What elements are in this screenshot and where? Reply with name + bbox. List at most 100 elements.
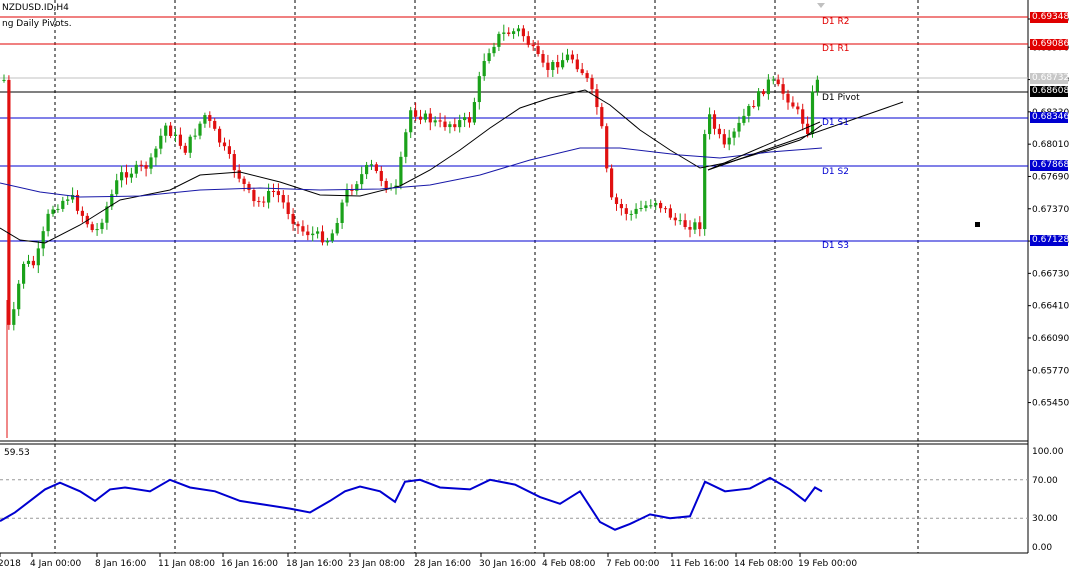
candle xyxy=(159,135,163,149)
price-tag-pivot: 0.68608 xyxy=(1030,86,1069,97)
osc-scale-label: 100.00 xyxy=(1032,447,1064,457)
time-axis-label: 30 Jan 16:00 xyxy=(479,559,536,569)
candle xyxy=(36,248,40,266)
candle xyxy=(551,61,555,70)
candle xyxy=(291,213,295,224)
candle xyxy=(747,106,751,116)
time-axis-label: 8 Jan 16:00 xyxy=(95,559,147,569)
candle xyxy=(575,59,579,70)
candle xyxy=(516,28,521,32)
candle xyxy=(61,200,65,209)
osc-scale-label: 70.00 xyxy=(1032,476,1058,486)
candle xyxy=(134,164,138,174)
candle xyxy=(801,109,805,124)
candle xyxy=(409,110,413,133)
candle xyxy=(810,91,815,135)
candle xyxy=(350,189,354,191)
candle xyxy=(149,157,153,169)
candle xyxy=(683,220,687,228)
candle xyxy=(512,31,516,34)
candle xyxy=(183,145,187,153)
candle xyxy=(365,164,369,175)
candle xyxy=(815,79,819,92)
price-tag-s2: 0.67868 xyxy=(1030,160,1069,171)
candle xyxy=(316,231,320,234)
indicator-label: ng Daily Pivots. xyxy=(2,19,72,29)
trendline xyxy=(707,121,821,171)
candle xyxy=(56,208,60,210)
candle xyxy=(771,79,775,81)
candle xyxy=(80,210,84,216)
candle xyxy=(2,79,6,81)
candle xyxy=(467,117,472,123)
time-axis-label: 11 Feb 16:00 xyxy=(670,559,729,569)
candle xyxy=(124,172,129,178)
candle xyxy=(654,202,658,206)
candle xyxy=(369,164,374,166)
candle xyxy=(806,123,810,135)
price-scale-label: 0.66410 xyxy=(1032,302,1069,312)
candle xyxy=(556,61,560,68)
candle xyxy=(105,206,109,223)
candle xyxy=(17,283,21,310)
time-axis-label: 28 Jan 16:00 xyxy=(414,559,471,569)
candle xyxy=(311,233,315,236)
price-tag-s3: 0.67128 xyxy=(1030,235,1069,246)
candle xyxy=(66,199,70,201)
candle xyxy=(570,54,574,60)
time-axis-label: 2018 xyxy=(0,559,21,569)
candle xyxy=(629,213,633,215)
candle xyxy=(610,168,614,198)
candle xyxy=(213,120,217,129)
candle xyxy=(644,205,648,209)
candle xyxy=(614,197,619,205)
candle xyxy=(712,114,717,129)
price-tag-r1: 0.69086 xyxy=(1030,39,1069,50)
candle xyxy=(247,183,251,191)
trendline xyxy=(707,101,904,171)
time-axis-label: 16 Jan 16:00 xyxy=(221,559,278,569)
pivot-label-s2: D1 S2 xyxy=(822,167,849,177)
time-axis-label: 4 Feb 08:00 xyxy=(542,559,596,569)
symbol-title: NZDUSD.ID,H4 xyxy=(2,3,69,13)
candle xyxy=(51,209,55,214)
candle xyxy=(781,84,785,94)
pivot-label-r2: D1 R2 xyxy=(822,17,850,27)
candle xyxy=(276,191,280,196)
candle xyxy=(786,93,790,103)
candle xyxy=(301,226,305,232)
candle xyxy=(536,46,540,54)
candle xyxy=(12,309,16,325)
candle xyxy=(727,137,731,145)
candle xyxy=(590,78,594,90)
price-scale-label: 0.67690 xyxy=(1032,172,1069,182)
candle xyxy=(688,227,692,230)
candle xyxy=(71,194,75,200)
candle xyxy=(296,223,300,227)
candle xyxy=(222,142,227,147)
candle xyxy=(717,128,721,135)
candle xyxy=(433,120,437,123)
candle xyxy=(438,120,442,122)
object-marker xyxy=(975,222,980,227)
candle xyxy=(659,202,663,209)
candle xyxy=(678,220,682,222)
candle xyxy=(281,195,285,203)
candle xyxy=(757,91,761,107)
pivot-label-s3: D1 S3 xyxy=(822,241,849,251)
candle xyxy=(75,194,80,211)
pivot-label-pivot: D1 Pivot xyxy=(822,93,860,103)
candle xyxy=(90,224,94,231)
time-axis-label: 14 Feb 08:00 xyxy=(734,559,793,569)
candle xyxy=(732,131,736,138)
time-axis-label: 19 Feb 00:00 xyxy=(798,559,857,569)
candle xyxy=(482,61,486,77)
candle xyxy=(673,217,677,221)
candle xyxy=(110,194,114,207)
candle xyxy=(100,222,104,230)
time-axis-label: 18 Jan 16:00 xyxy=(286,559,343,569)
candle xyxy=(46,213,50,232)
candle xyxy=(31,260,35,266)
candle xyxy=(752,106,756,108)
